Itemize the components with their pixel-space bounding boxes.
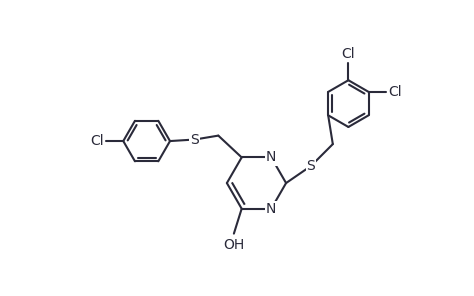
Text: N: N bbox=[266, 202, 276, 216]
Text: S: S bbox=[191, 133, 199, 147]
Text: Cl: Cl bbox=[388, 85, 402, 99]
Text: OH: OH bbox=[223, 238, 245, 252]
Text: Cl: Cl bbox=[90, 134, 104, 148]
Text: Cl: Cl bbox=[342, 47, 355, 61]
Text: S: S bbox=[307, 159, 315, 173]
Text: N: N bbox=[266, 150, 276, 164]
